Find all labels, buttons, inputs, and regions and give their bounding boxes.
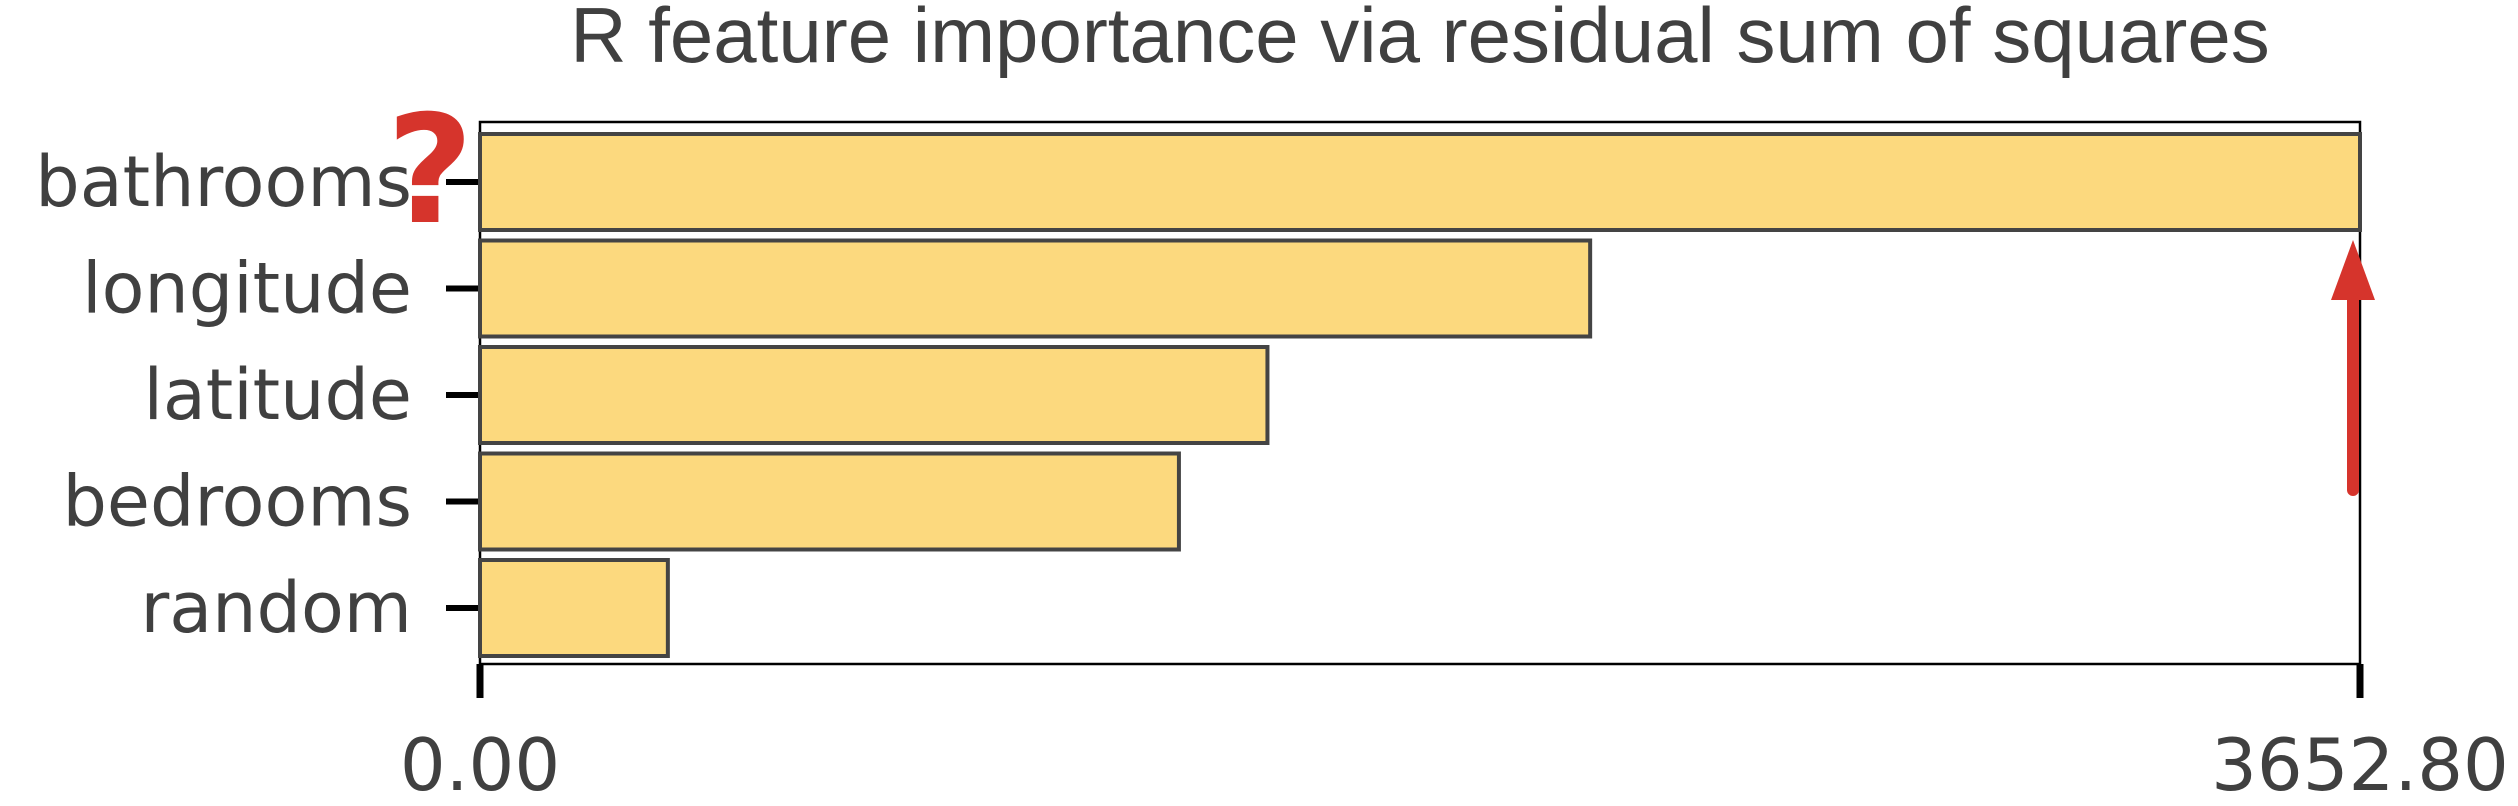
category-label-latitude: latitude — [143, 354, 412, 436]
bar-latitude — [478, 345, 1270, 445]
bar-longitude — [478, 238, 1593, 339]
chart-title: R feature importance via residual sum of… — [570, 0, 2269, 79]
x-ticks-group: 0.00 3652.80 — [400, 664, 2509, 806]
bar-random — [478, 558, 670, 658]
category-labels-group: bathrooms longitude latitude bedrooms random — [35, 141, 478, 649]
category-label-random: random — [141, 567, 413, 649]
x-tick-label-0: 0.00 — [400, 723, 560, 806]
x-tick-label-1: 3652.80 — [2211, 723, 2509, 806]
bars-group — [478, 132, 2362, 658]
question-mark-icon: ? — [386, 84, 473, 258]
category-label-longitude: longitude — [82, 248, 412, 330]
category-label-bedrooms: bedrooms — [63, 461, 413, 543]
bar-bedrooms — [478, 451, 1181, 552]
annotations-group: ? — [386, 84, 2375, 496]
arrow-up-icon — [2331, 240, 2375, 300]
category-label-bathrooms: bathrooms — [35, 141, 412, 223]
bar-bathrooms — [478, 132, 2362, 232]
